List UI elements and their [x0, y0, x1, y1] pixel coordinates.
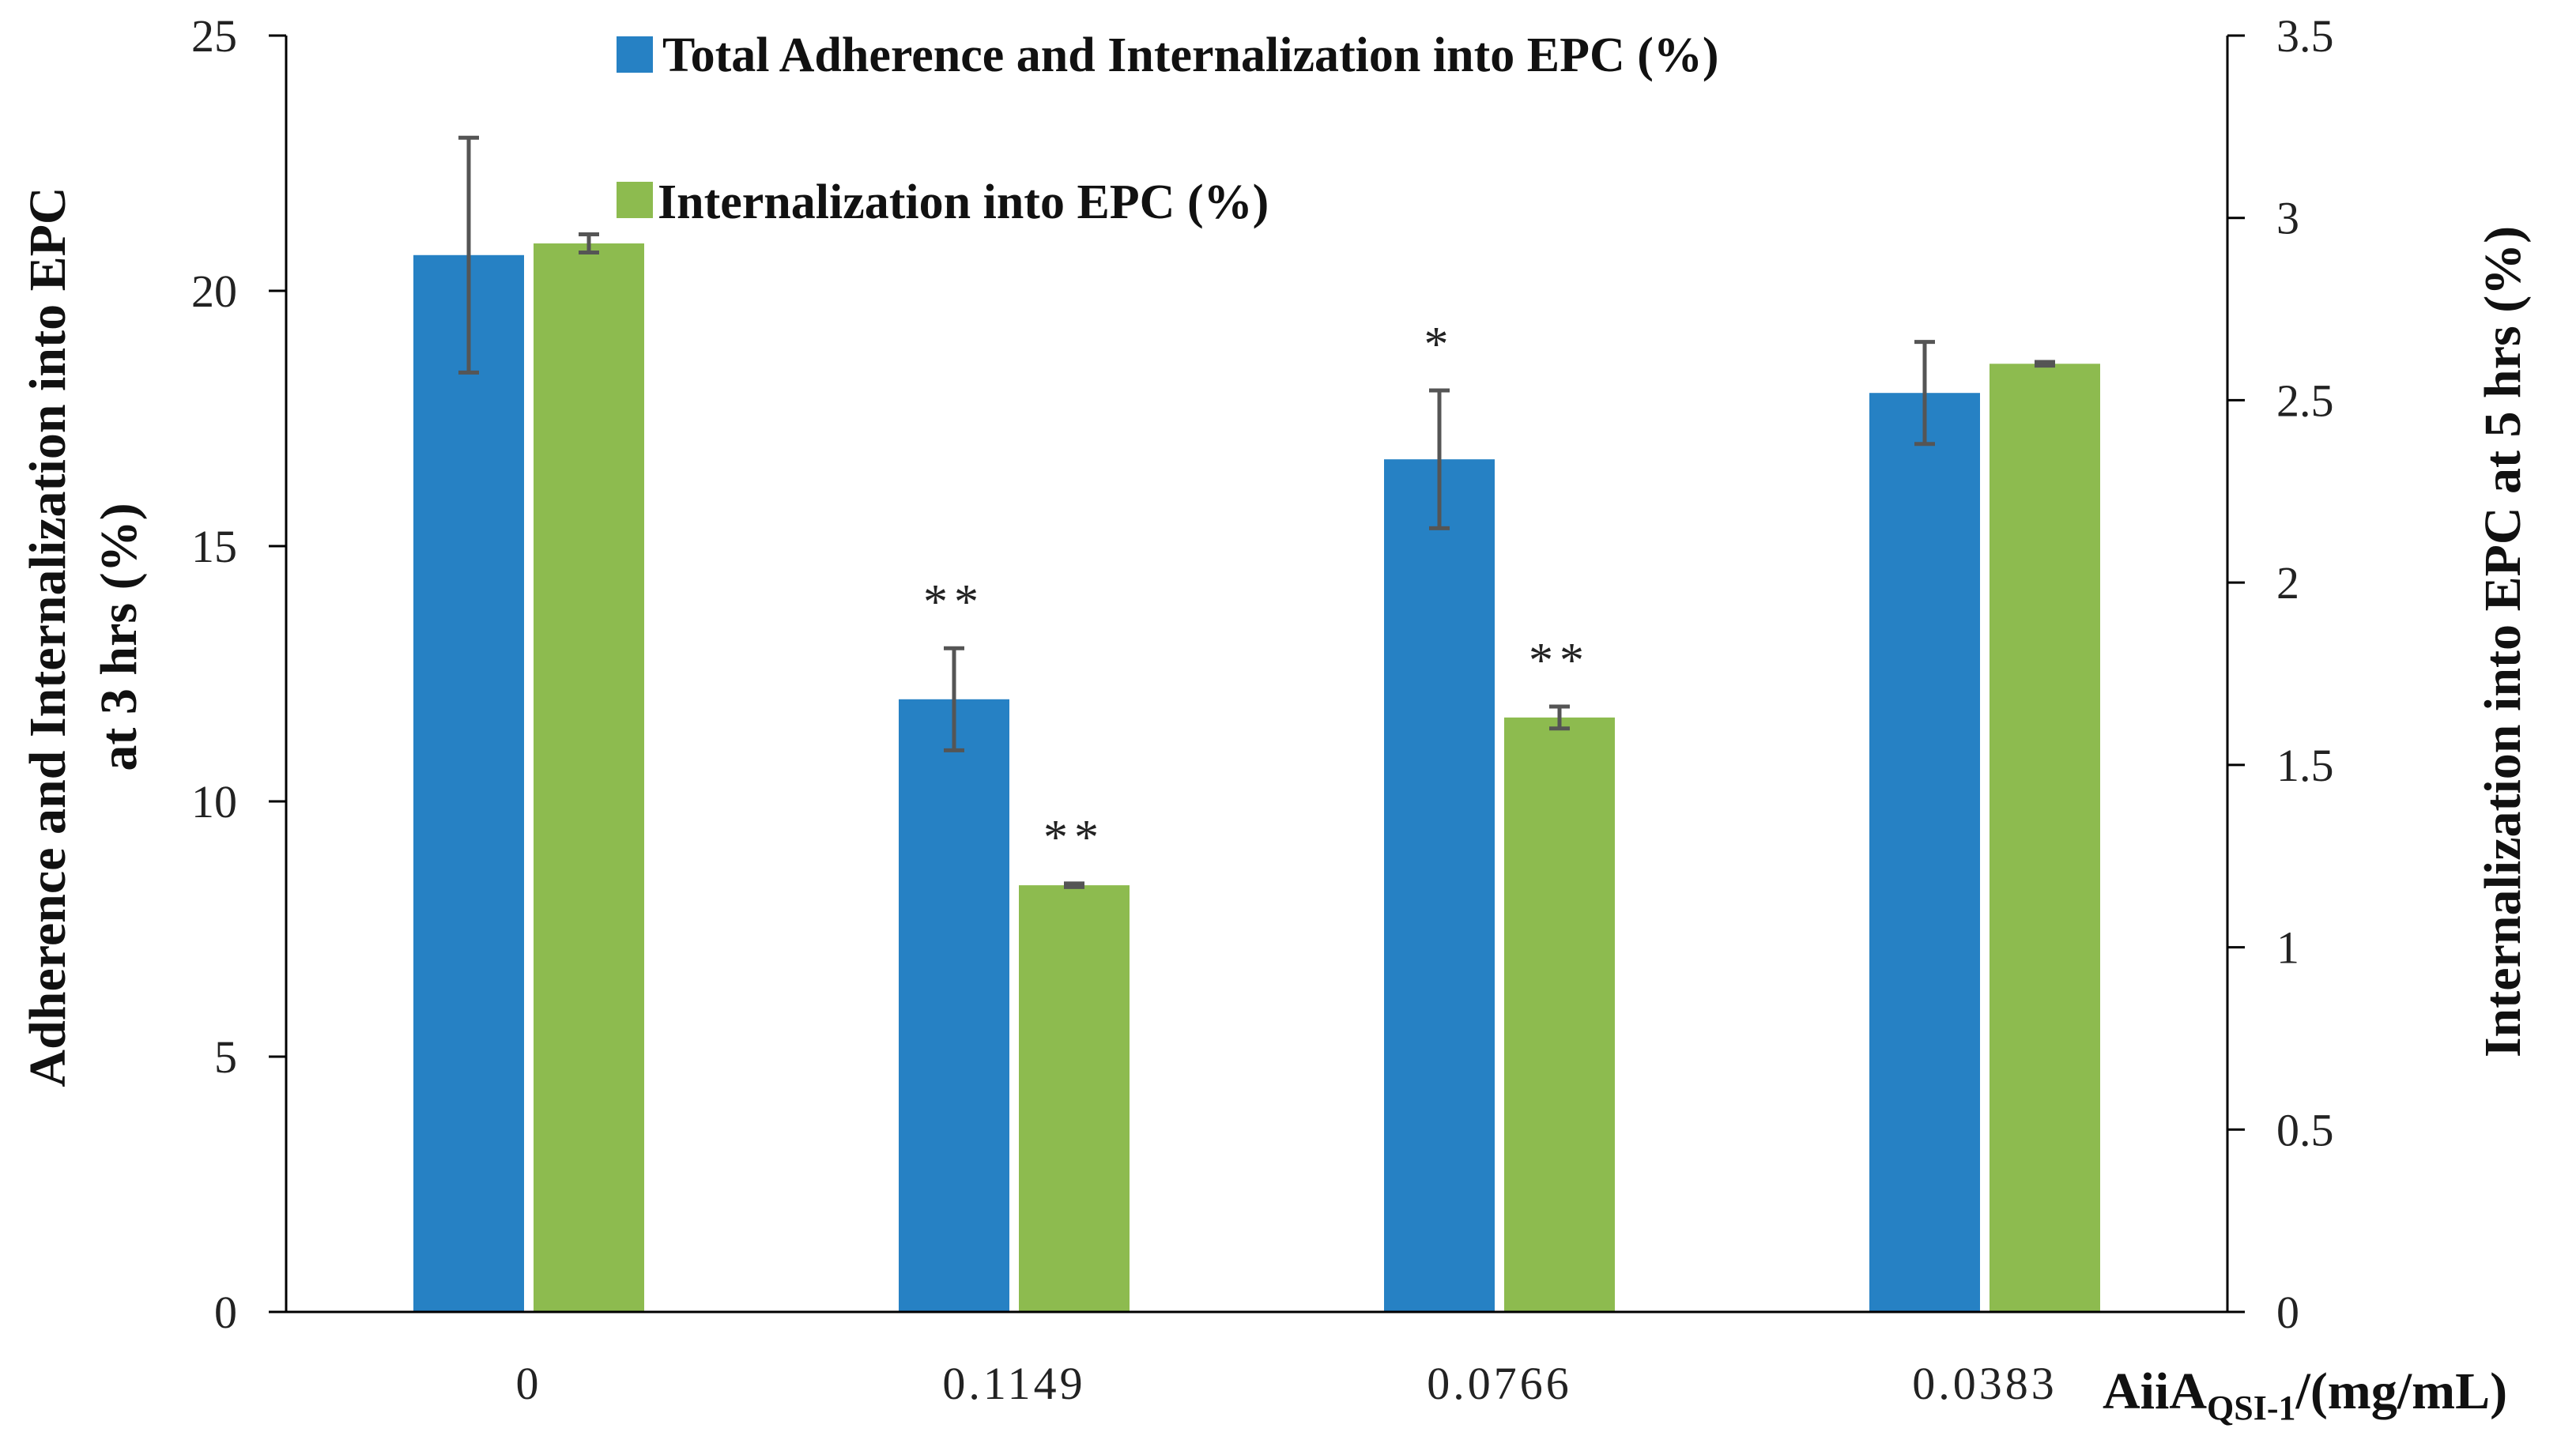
- left-y-tick-label: 15: [191, 521, 237, 572]
- right-y-tick-label: 1.5: [2276, 740, 2334, 791]
- right-y-tick-label: 3: [2276, 193, 2299, 244]
- x-axis-title: AiiAQSI-1/(mg/mL): [2103, 1363, 2507, 1427]
- bar-internalization: [1019, 885, 1130, 1312]
- significance-labels: *******: [923, 318, 1590, 865]
- x-category-labels: 0 0.1149 0.0766 0.0383: [516, 1358, 2057, 1409]
- right-y-tick-label: 2: [2276, 557, 2299, 609]
- left-y-tick-label: 10: [191, 776, 237, 827]
- bar-internalization: [1504, 717, 1615, 1312]
- right-y-tick-label: 2.5: [2276, 375, 2334, 426]
- x-category-label: 0: [516, 1358, 542, 1409]
- x-axis-title-main: AiiA: [2103, 1363, 2207, 1420]
- legend-swatch-internalization: [617, 182, 653, 218]
- error-bars-layer: [458, 135, 2055, 889]
- left-y-ticks: 0 5 10 15 20 25: [191, 10, 286, 1338]
- significance-label: **: [1529, 634, 1590, 688]
- significance-label: **: [1043, 811, 1105, 865]
- bar-total: [413, 254, 524, 1312]
- left-y-axis-title-line-1: Adherence and Internalization into EPC: [19, 187, 77, 1087]
- right-y-tick-label: 0.5: [2276, 1104, 2334, 1155]
- x-category-label: 0.0383: [1912, 1358, 2057, 1409]
- x-axis-title-unit: /(mg/mL): [2295, 1363, 2507, 1420]
- x-category-label: 0.1149: [942, 1358, 1085, 1409]
- x-axis-title-subscript: QSI-1: [2207, 1389, 2295, 1427]
- left-y-tick-label: 5: [214, 1031, 237, 1083]
- right-y-tick-label: 3.5: [2276, 10, 2334, 62]
- bar-total: [1869, 393, 1980, 1313]
- legend-label-internalization: Internalization into EPC (%): [658, 175, 1269, 229]
- bar-total: [1384, 459, 1495, 1313]
- right-y-axis-title: Internalization into EPC at 5 hrs (%): [2474, 226, 2532, 1057]
- left-y-tick-label: 25: [191, 10, 237, 62]
- left-y-tick-label: 20: [191, 266, 237, 317]
- legend-label-total: Total Adherence and Internalization into…: [662, 28, 1719, 82]
- bars-layer: [413, 243, 2100, 1313]
- left-y-tick-label: 0: [214, 1287, 237, 1338]
- legend: Total Adherence and Internalization into…: [617, 28, 1719, 229]
- bar-internalization: [1990, 364, 2100, 1313]
- right-y-ticks: 0 0.5 1 1.5 2 2.5 3 3.5: [2227, 10, 2334, 1338]
- bar-total: [899, 699, 1009, 1312]
- right-y-tick-label: 1: [2276, 922, 2299, 974]
- legend-swatch-total: [617, 36, 653, 73]
- left-y-axis-title-line-2: at 3 hrs (%): [90, 503, 148, 771]
- significance-label: *: [1424, 318, 1455, 371]
- right-y-tick-label: 0: [2276, 1287, 2299, 1338]
- significance-label: **: [923, 575, 985, 629]
- x-category-label: 0.0766: [1427, 1358, 1572, 1409]
- bar-internalization: [534, 243, 644, 1312]
